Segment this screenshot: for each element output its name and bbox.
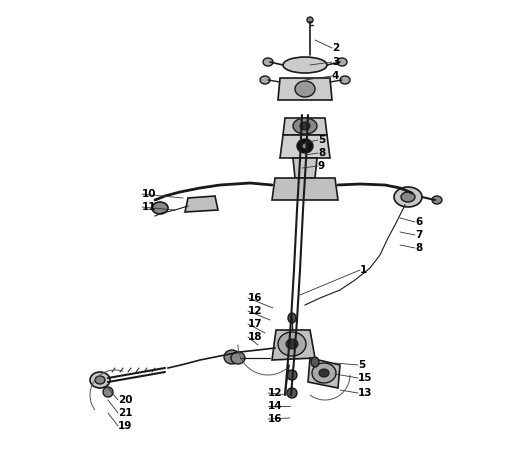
Ellipse shape: [103, 387, 113, 397]
Text: 12: 12: [268, 388, 282, 398]
Ellipse shape: [283, 57, 327, 73]
Ellipse shape: [287, 370, 297, 380]
Text: 17: 17: [248, 319, 263, 329]
Ellipse shape: [260, 76, 270, 84]
Ellipse shape: [286, 339, 298, 349]
Ellipse shape: [295, 81, 315, 97]
Ellipse shape: [90, 372, 110, 388]
Ellipse shape: [278, 332, 306, 356]
Text: 5: 5: [358, 360, 365, 370]
Polygon shape: [308, 358, 340, 388]
Polygon shape: [278, 78, 332, 100]
Ellipse shape: [95, 376, 105, 384]
Ellipse shape: [401, 192, 415, 202]
Text: 14: 14: [268, 401, 283, 411]
Text: 2: 2: [332, 43, 339, 53]
Ellipse shape: [297, 139, 313, 153]
Ellipse shape: [312, 363, 336, 383]
Text: 18: 18: [248, 332, 263, 342]
Text: 4: 4: [332, 71, 339, 81]
Ellipse shape: [394, 187, 422, 207]
Text: 9: 9: [318, 161, 325, 171]
Ellipse shape: [319, 369, 329, 377]
Text: 21: 21: [118, 408, 132, 418]
Ellipse shape: [224, 350, 240, 364]
Text: 16: 16: [268, 414, 282, 424]
Ellipse shape: [152, 202, 168, 214]
Ellipse shape: [263, 58, 273, 66]
Text: 20: 20: [118, 395, 132, 405]
Text: 3: 3: [332, 57, 339, 67]
Ellipse shape: [293, 118, 317, 134]
Polygon shape: [280, 135, 330, 158]
Ellipse shape: [231, 352, 245, 364]
Text: 8: 8: [318, 148, 325, 158]
Text: 16: 16: [248, 293, 263, 303]
Ellipse shape: [337, 58, 347, 66]
Text: 10: 10: [142, 189, 157, 199]
Ellipse shape: [302, 143, 308, 149]
Ellipse shape: [307, 17, 313, 23]
Text: 7: 7: [415, 230, 422, 240]
Polygon shape: [283, 118, 327, 135]
Ellipse shape: [340, 76, 350, 84]
Text: 5: 5: [318, 135, 325, 145]
Polygon shape: [272, 330, 315, 360]
Text: 13: 13: [358, 388, 373, 398]
Ellipse shape: [288, 313, 296, 323]
Ellipse shape: [311, 357, 319, 367]
Polygon shape: [272, 178, 338, 200]
Ellipse shape: [287, 388, 297, 398]
Text: 19: 19: [118, 421, 132, 431]
Polygon shape: [293, 158, 317, 178]
Ellipse shape: [432, 196, 442, 204]
Text: 12: 12: [248, 306, 263, 316]
Text: 8: 8: [415, 243, 422, 253]
Text: 15: 15: [358, 373, 373, 383]
Polygon shape: [185, 196, 218, 212]
Ellipse shape: [300, 122, 310, 130]
Text: 6: 6: [415, 217, 422, 227]
Text: 11: 11: [142, 202, 157, 212]
Text: 1: 1: [360, 265, 367, 275]
